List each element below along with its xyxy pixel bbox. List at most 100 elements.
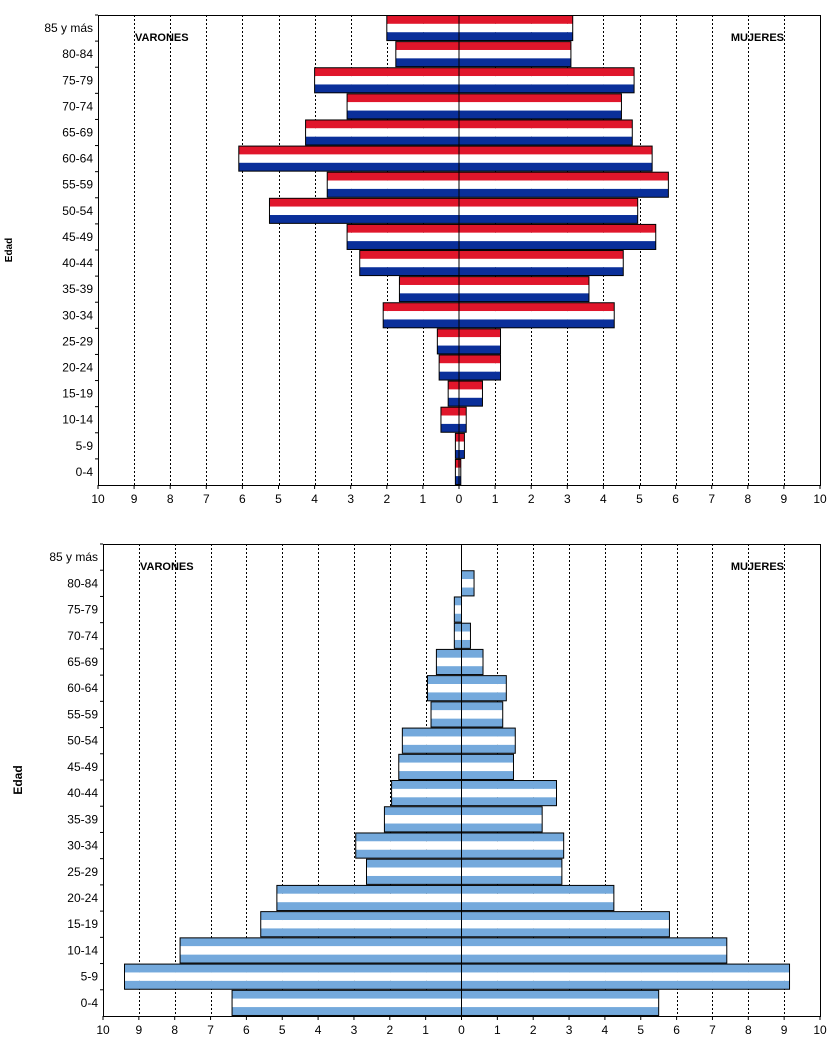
label-mujeres: MUJERES [731, 32, 784, 44]
y-tick-label: 20-24 [62, 361, 93, 375]
bar-stripe [459, 476, 461, 485]
bar-stripe [459, 302, 615, 312]
y-tick-label: 30-34 [62, 308, 93, 322]
bar-varones [359, 250, 460, 277]
bar-stripe [398, 762, 462, 772]
bar-stripe [238, 162, 459, 172]
y-tick-label: 65-69 [67, 655, 98, 669]
bar-stripe [461, 657, 484, 667]
bar-stripe [459, 345, 501, 354]
y-tick-label: 60-64 [62, 152, 93, 166]
bar-stripe [461, 587, 475, 596]
bar-stripe [398, 771, 462, 780]
bar-stripe [347, 102, 459, 111]
label-varones: VARONES [135, 32, 189, 44]
bar-stripe [461, 684, 507, 693]
bar-stripe [180, 946, 462, 955]
bar-stripe [459, 67, 635, 77]
bar-stripe [459, 284, 589, 294]
x-tick-label: 10 [96, 1023, 110, 1037]
bar-stripe [366, 875, 462, 885]
bar-mujeres [458, 250, 624, 277]
bar-stripe [327, 180, 459, 189]
bar-mujeres [461, 832, 565, 859]
bar-varones [382, 302, 460, 329]
bar-stripe [384, 806, 462, 816]
x-tick-label: 1 [422, 1023, 429, 1037]
bar-stripe [461, 998, 659, 1008]
x-tick-label: 4 [600, 492, 607, 506]
bar-stripe [459, 23, 573, 33]
y-tick-label: 50-54 [67, 734, 98, 748]
bar-mujeres [461, 989, 660, 1016]
bar-stripe [459, 146, 653, 155]
bar-stripe [461, 579, 475, 588]
bar-stripe [459, 407, 467, 416]
bar-stripe [459, 381, 483, 390]
y-tick-label: 35-39 [62, 282, 93, 296]
bar-varones [268, 197, 460, 224]
bar-stripe [391, 788, 462, 798]
x-tick-label: 4 [602, 1023, 609, 1037]
bar-mujeres [461, 727, 516, 754]
bar-stripe [383, 302, 459, 312]
y-tick-label: 75-79 [62, 73, 93, 87]
pyramid-chart-top: 85 y más80-8475-7970-7465-6960-6455-5950… [4, 14, 827, 506]
x-tick-label: 4 [311, 492, 318, 506]
x-tick-label: 8 [745, 1023, 752, 1037]
bar-varones [454, 432, 460, 459]
bar-stripe [461, 849, 564, 859]
bar-stripe [459, 241, 656, 250]
bar-stripe [461, 815, 543, 824]
bar-stripe [459, 441, 465, 451]
bar-stripe [459, 459, 461, 468]
bar-stripe [305, 136, 459, 146]
bar-stripe [461, 990, 659, 999]
x-tick-label: 3 [566, 1023, 573, 1037]
label-mujeres: MUJERES [731, 561, 784, 573]
bar-mujeres [458, 93, 622, 120]
bar-stripe [384, 815, 462, 824]
bar-mujeres [461, 701, 504, 728]
bar-stripe [439, 354, 459, 364]
bar-stripe [461, 867, 562, 876]
bar-stripe [461, 570, 475, 580]
bar-mujeres [461, 937, 728, 964]
bar-mujeres [458, 432, 465, 459]
bar-stripe [455, 441, 459, 451]
y-axis-label: Edad [11, 765, 25, 794]
bar-stripe [461, 780, 557, 789]
bar-stripe [454, 639, 462, 649]
bar-varones [398, 276, 460, 303]
bar-stripe [459, 450, 465, 459]
bar-stripe [461, 859, 562, 868]
bar-stripe [276, 902, 462, 911]
bar-varones [231, 989, 462, 1016]
bar-mujeres [461, 780, 558, 807]
bar-stripe [238, 154, 459, 163]
bar-stripe [386, 32, 459, 41]
bar-stripe [461, 823, 543, 832]
bar-stripe [327, 188, 459, 198]
bar-stripe [459, 328, 501, 338]
y-tick-label: 10-14 [67, 943, 98, 957]
bar-stripe [459, 224, 656, 233]
bar-varones [440, 406, 460, 433]
bar-mujeres [458, 354, 502, 381]
x-tick-label: 1 [492, 492, 499, 506]
x-tick-label: 1 [420, 492, 427, 506]
bar-stripe [461, 639, 471, 649]
y-tick-label: 80-84 [67, 576, 98, 590]
bar-varones [314, 67, 460, 94]
bar-mujeres [458, 380, 483, 407]
bar-stripe [461, 623, 471, 632]
bar-varones [426, 675, 463, 702]
bar-stripe [459, 206, 638, 216]
bar-mujeres [458, 223, 657, 250]
bar-stripe [399, 276, 459, 285]
bar-stripe [402, 728, 462, 737]
y-tick-label: 85 y más [44, 21, 93, 35]
bar-stripe [459, 389, 483, 398]
bar-stripe [461, 675, 507, 685]
bar-varones [238, 145, 460, 172]
